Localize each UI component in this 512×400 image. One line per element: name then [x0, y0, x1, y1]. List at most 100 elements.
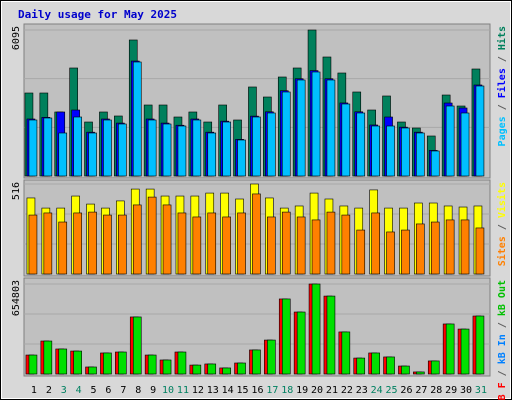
x-tick-label: 4	[76, 385, 82, 396]
legend-entry: Files	[496, 68, 508, 98]
bar	[267, 339, 276, 375]
x-tick-label: 24	[371, 385, 383, 396]
x-tick-label: 3	[61, 385, 67, 396]
x-tick-label: 17	[266, 385, 278, 396]
x-tick-label: 8	[135, 385, 141, 396]
bar	[296, 216, 306, 275]
legend-entry: kB Out	[497, 280, 508, 316]
bar	[118, 123, 127, 177]
bar	[401, 229, 410, 275]
y-tick-label: 516	[11, 182, 22, 200]
bar	[162, 359, 172, 375]
x-tick-label: 22	[341, 385, 353, 396]
bar	[237, 362, 246, 375]
bar	[326, 79, 336, 177]
x-tick-label: 19	[296, 385, 308, 396]
bar	[475, 227, 485, 275]
bar	[73, 212, 82, 275]
legend-separator: /	[497, 218, 508, 236]
y-tick-label: 6095	[11, 26, 22, 50]
bar	[430, 360, 440, 375]
x-tick-label: 6	[105, 385, 111, 396]
x-tick-label: 18	[281, 385, 293, 396]
bar	[281, 211, 291, 275]
x-tick-label: 21	[326, 385, 338, 396]
bar	[267, 216, 276, 275]
bar	[177, 212, 187, 275]
bar	[73, 350, 82, 375]
legend-entry: kB In	[497, 334, 508, 364]
x-tick-label: 16	[251, 385, 263, 396]
bar	[386, 231, 395, 275]
bar	[118, 351, 127, 375]
legend: Sites / Visits	[496, 182, 508, 266]
bar	[460, 328, 470, 375]
legend-separator: /	[497, 98, 508, 116]
legend: Pages / Files / Hits	[496, 26, 508, 146]
bar	[460, 219, 470, 275]
bar	[326, 211, 336, 275]
bar	[28, 354, 38, 375]
bar	[132, 316, 142, 375]
y-tick-label: 654803	[11, 280, 22, 316]
x-tick-label: 14	[222, 385, 234, 396]
bar	[207, 212, 217, 275]
bar	[252, 193, 261, 275]
bar	[341, 331, 351, 375]
bar	[43, 117, 53, 177]
bar	[371, 125, 380, 177]
legend-separator: /	[497, 364, 508, 382]
x-tick-label: 2	[46, 385, 52, 396]
x-tick-label: 25	[386, 385, 398, 396]
bar	[58, 132, 68, 177]
x-tick-label: 30	[460, 385, 472, 396]
bar	[207, 132, 217, 177]
legend-entry: Sites	[496, 236, 508, 266]
bar	[147, 119, 157, 177]
legend-separator: /	[497, 316, 508, 334]
bar	[132, 61, 142, 177]
bar	[147, 354, 157, 375]
bar	[192, 216, 202, 275]
x-tick-label: 13	[207, 385, 219, 396]
bar	[356, 229, 366, 275]
legend-entry: kB F	[497, 382, 508, 400]
legend-entry: Visits	[496, 182, 508, 218]
bar	[371, 212, 380, 275]
bar	[88, 211, 97, 275]
chart-title: Daily usage for May 2025	[18, 8, 177, 21]
x-tick-label: 26	[400, 385, 412, 396]
bar	[28, 119, 38, 177]
x-tick-label: 15	[237, 385, 249, 396]
bar	[222, 216, 231, 275]
bar	[73, 116, 82, 177]
bar	[296, 311, 306, 375]
x-tick-label: 12	[192, 385, 204, 396]
bar	[222, 367, 231, 375]
x-tick-label: 1	[31, 385, 37, 396]
bar	[43, 212, 53, 275]
bar	[460, 112, 470, 177]
bar	[445, 323, 455, 375]
bar	[430, 150, 440, 177]
bar	[222, 121, 231, 177]
bar	[162, 123, 172, 177]
x-tick-label: 27	[415, 385, 427, 396]
bar	[281, 298, 291, 375]
bar	[401, 365, 410, 375]
bar	[118, 214, 127, 275]
bar	[475, 85, 485, 177]
bar	[28, 214, 38, 275]
x-tick-label: 5	[91, 385, 97, 396]
bar	[386, 356, 395, 375]
bar	[430, 221, 440, 275]
bar	[386, 125, 395, 177]
bar	[475, 315, 485, 375]
x-tick-label: 10	[162, 385, 174, 396]
bar	[177, 351, 187, 375]
bar	[192, 119, 202, 177]
bar	[207, 363, 217, 375]
bar	[103, 119, 112, 177]
